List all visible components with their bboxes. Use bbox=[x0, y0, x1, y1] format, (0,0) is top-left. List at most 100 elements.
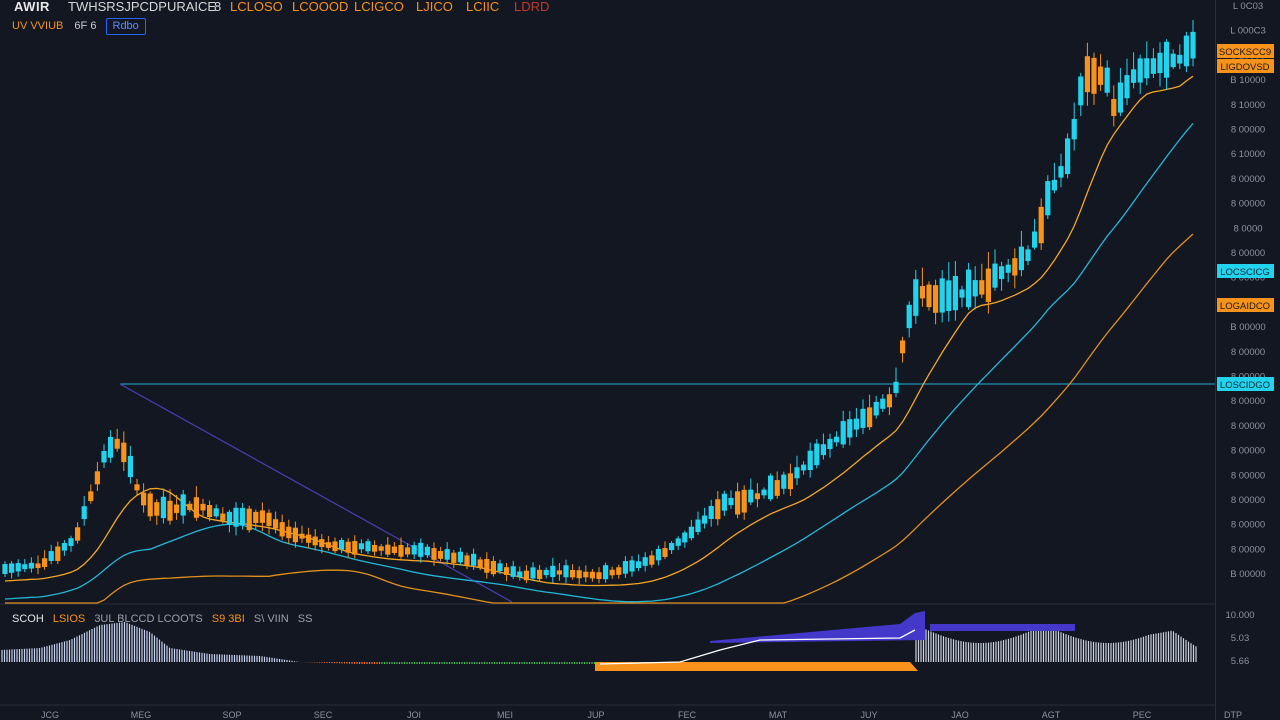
candle[interactable] bbox=[827, 433, 833, 458]
candle[interactable] bbox=[193, 486, 199, 521]
candle[interactable] bbox=[405, 543, 411, 558]
price-tag[interactable]: LOSCIDGO bbox=[1217, 377, 1274, 391]
candle[interactable] bbox=[768, 473, 774, 502]
candle[interactable] bbox=[207, 500, 213, 522]
candle[interactable] bbox=[385, 536, 391, 558]
candle[interactable] bbox=[1137, 54, 1143, 94]
candle[interactable] bbox=[1190, 20, 1196, 67]
candle[interactable] bbox=[345, 538, 351, 558]
candle[interactable] bbox=[411, 541, 417, 560]
candle[interactable] bbox=[761, 487, 767, 499]
candle[interactable] bbox=[312, 529, 318, 551]
candle[interactable] bbox=[174, 494, 180, 520]
candle[interactable] bbox=[1164, 39, 1170, 90]
candle[interactable] bbox=[240, 503, 246, 530]
candle[interactable] bbox=[266, 509, 272, 535]
candle[interactable] bbox=[860, 399, 866, 435]
candle[interactable] bbox=[147, 491, 153, 521]
candle[interactable] bbox=[1111, 85, 1117, 127]
candle[interactable] bbox=[1177, 44, 1183, 70]
candle[interactable] bbox=[1065, 133, 1071, 179]
candle[interactable] bbox=[853, 407, 859, 437]
candle[interactable] bbox=[55, 541, 61, 564]
candle[interactable] bbox=[1071, 102, 1077, 151]
candle[interactable] bbox=[814, 439, 820, 469]
candle[interactable] bbox=[141, 483, 147, 513]
candle[interactable] bbox=[398, 537, 404, 559]
candle[interactable] bbox=[801, 461, 807, 475]
candle[interactable] bbox=[959, 285, 965, 308]
candle[interactable] bbox=[180, 489, 186, 524]
candle[interactable] bbox=[259, 502, 265, 532]
candle[interactable] bbox=[675, 536, 681, 550]
candle[interactable] bbox=[655, 545, 661, 566]
candle[interactable] bbox=[662, 541, 668, 560]
candle[interactable] bbox=[358, 539, 364, 554]
candle[interactable] bbox=[820, 433, 826, 460]
candle[interactable] bbox=[1018, 230, 1024, 277]
candle[interactable] bbox=[187, 500, 193, 513]
candle[interactable] bbox=[873, 395, 879, 419]
candle[interactable] bbox=[952, 260, 958, 321]
candle[interactable] bbox=[35, 555, 41, 575]
candle[interactable] bbox=[721, 490, 727, 516]
candle[interactable] bbox=[1005, 259, 1011, 283]
candle[interactable] bbox=[292, 521, 298, 548]
candle[interactable] bbox=[378, 543, 384, 556]
candle[interactable] bbox=[972, 266, 978, 310]
candle[interactable] bbox=[2, 561, 8, 578]
candle[interactable] bbox=[609, 566, 615, 579]
candle[interactable] bbox=[702, 507, 708, 529]
candle[interactable] bbox=[979, 263, 985, 299]
candle[interactable] bbox=[464, 552, 470, 570]
candle[interactable] bbox=[556, 563, 562, 581]
candle[interactable] bbox=[444, 542, 450, 565]
candle[interactable] bbox=[517, 566, 523, 581]
price-tag[interactable]: SOCKSCC9 bbox=[1217, 44, 1274, 58]
candle[interactable] bbox=[1078, 72, 1084, 117]
candle[interactable] bbox=[708, 499, 714, 527]
candle[interactable] bbox=[1104, 60, 1110, 97]
candle[interactable] bbox=[372, 540, 378, 556]
candle[interactable] bbox=[286, 519, 292, 544]
candle[interactable] bbox=[246, 505, 252, 533]
candle[interactable] bbox=[42, 550, 48, 570]
candle[interactable] bbox=[576, 566, 582, 585]
candle[interactable] bbox=[127, 445, 133, 484]
candle[interactable] bbox=[134, 478, 140, 495]
candle[interactable] bbox=[510, 560, 516, 580]
candle[interactable] bbox=[695, 511, 701, 535]
symbol-ticker[interactable]: AWIR bbox=[14, 0, 50, 14]
candle[interactable] bbox=[537, 564, 543, 582]
candle[interactable] bbox=[669, 541, 675, 554]
candle[interactable] bbox=[94, 461, 100, 492]
candle[interactable] bbox=[497, 559, 503, 575]
candle[interactable] bbox=[365, 538, 371, 554]
candle[interactable] bbox=[226, 509, 232, 533]
candle[interactable] bbox=[741, 485, 747, 520]
candle[interactable] bbox=[253, 509, 259, 530]
candle[interactable] bbox=[167, 489, 173, 525]
interval-label[interactable]: 8 bbox=[214, 0, 222, 14]
candle[interactable] bbox=[1131, 52, 1137, 89]
candle[interactable] bbox=[438, 546, 444, 562]
candle[interactable] bbox=[279, 514, 285, 541]
candle[interactable] bbox=[325, 535, 331, 551]
candle[interactable] bbox=[101, 444, 107, 468]
candle[interactable] bbox=[490, 556, 496, 577]
candle[interactable] bbox=[688, 519, 694, 541]
candle[interactable] bbox=[629, 556, 635, 577]
candle[interactable] bbox=[1144, 41, 1150, 86]
candle[interactable] bbox=[867, 394, 873, 430]
candle[interactable] bbox=[48, 544, 54, 565]
candle[interactable] bbox=[9, 560, 15, 579]
candle[interactable] bbox=[1183, 31, 1189, 73]
candle[interactable] bbox=[88, 484, 94, 504]
candle[interactable] bbox=[154, 499, 160, 525]
candle[interactable] bbox=[299, 525, 305, 543]
candle[interactable] bbox=[61, 540, 67, 556]
candle[interactable] bbox=[966, 262, 972, 310]
candle[interactable] bbox=[15, 559, 21, 577]
candle[interactable] bbox=[523, 565, 529, 584]
candle[interactable] bbox=[339, 537, 345, 554]
